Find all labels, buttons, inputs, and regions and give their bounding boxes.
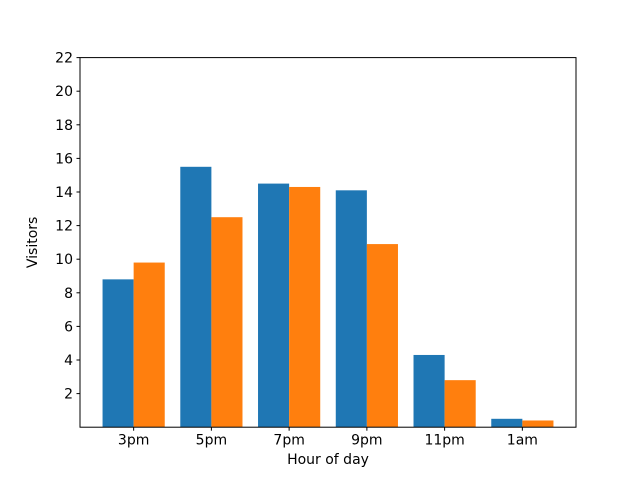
bar-series-blue-1am [491, 418, 523, 428]
bar-series-orange-7pm [289, 186, 321, 428]
y-tick-label-22: 22 [55, 51, 73, 67]
x-tick-label-1am: 1am [507, 433, 538, 449]
y-tick-label-8: 8 [64, 286, 73, 302]
bar-series-blue-9pm [335, 190, 367, 428]
x-tick-label-5pm: 5pm [196, 433, 227, 449]
bar-series-blue-3pm [102, 279, 134, 428]
y-tick-label-10: 10 [55, 252, 73, 268]
x-axis-label: Hour of day [287, 452, 369, 468]
y-tick-label-6: 6 [64, 319, 73, 335]
bar-series-blue-11pm [413, 354, 445, 428]
x-tick-label-7pm: 7pm [273, 433, 304, 449]
bar-series-orange-1am [522, 420, 554, 428]
y-tick-label-4: 4 [64, 353, 73, 369]
bar-series-orange-5pm [211, 217, 243, 428]
x-tick-label-3pm: 3pm [118, 433, 149, 449]
y-tick-label-12: 12 [55, 219, 73, 235]
y-axis-label: Visitors [25, 217, 41, 268]
y-tick-label-14: 14 [55, 185, 73, 201]
y-tick-label-20: 20 [55, 84, 73, 100]
bar-series-blue-7pm [258, 183, 290, 428]
axes-spines [79, 57, 577, 428]
y-tick-label-16: 16 [55, 151, 73, 167]
x-tick-label-11pm: 11pm [424, 433, 464, 449]
y-tick-label-18: 18 [55, 118, 73, 134]
bar-series-orange-3pm [133, 262, 165, 428]
y-tick-label-2: 2 [64, 387, 73, 403]
bar-series-orange-9pm [366, 244, 398, 428]
bar-series-blue-5pm [180, 166, 212, 428]
bar-series-orange-11pm [444, 380, 476, 428]
x-tick-label-9pm: 9pm [351, 433, 382, 449]
